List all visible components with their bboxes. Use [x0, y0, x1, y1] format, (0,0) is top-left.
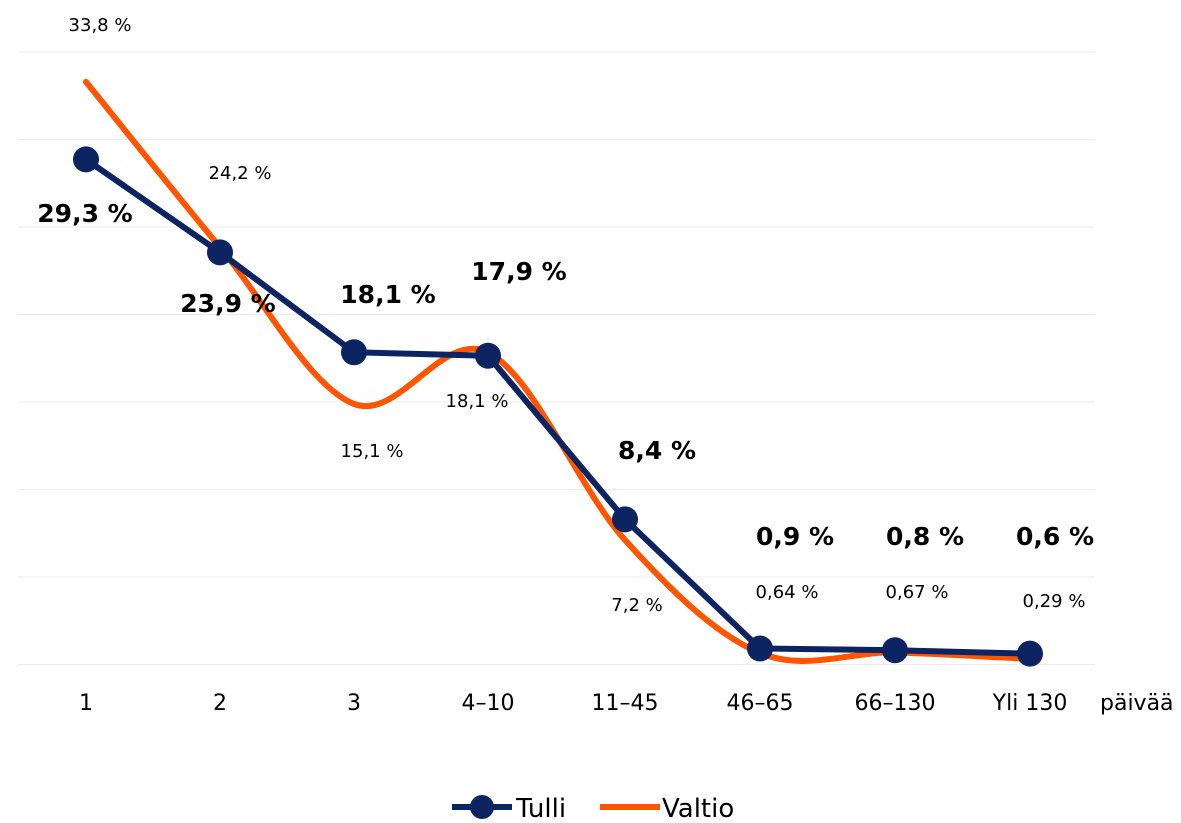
x-tick-label: 4–10: [462, 691, 515, 716]
x-axis: 1 2 3 4–10 11–45 46–65 66–130 Yli 130 päivää: [79, 691, 1174, 716]
valtio-data-label: 33,8 %: [69, 15, 132, 36]
valtio-data-label: 24,2 %: [209, 163, 272, 184]
tulli-data-label: 0,8 %: [886, 522, 964, 551]
legend-tulli-marker: [470, 795, 494, 819]
tulli-data-label: 23,9 %: [180, 289, 275, 318]
valtio-data-label: 0,29 %: [1023, 591, 1086, 612]
x-tick-label: 1: [79, 691, 93, 716]
tulli-point: [747, 635, 773, 662]
x-tick-label: Yli 130: [992, 691, 1068, 716]
legend: Tulli Valtio: [452, 794, 734, 823]
tulli-data-label: 0,6 %: [1016, 522, 1094, 551]
tulli-data-label: 18,1 %: [340, 280, 435, 309]
tulli-point: [882, 637, 908, 664]
valtio-data-label: 15,1 %: [341, 441, 404, 462]
x-tick-label: 3: [347, 691, 361, 716]
tulli-point: [612, 506, 638, 533]
valtio-data-label: 0,64 %: [756, 582, 819, 603]
tulli-point: [341, 339, 367, 366]
valtio-data-label: 7,2 %: [611, 595, 662, 616]
grid: [18, 51, 1095, 665]
legend-valtio-label: Valtio: [662, 794, 734, 823]
tulli-data-label: 17,9 %: [471, 257, 566, 286]
valtio-data-label: 18,1 %: [446, 391, 509, 412]
x-tick-label: 66–130: [855, 691, 936, 716]
x-tick-label: 46–65: [727, 691, 794, 716]
tulli-data-label: 0,9 %: [756, 522, 834, 551]
x-unit-label: päivää: [1100, 691, 1174, 716]
x-tick-label: 11–45: [592, 691, 659, 716]
tulli-point: [1017, 640, 1043, 667]
tulli-point: [73, 146, 99, 173]
tulli-data-label: 29,3 %: [37, 199, 132, 228]
x-tick-label: 2: [213, 691, 227, 716]
legend-tulli-label: Tulli: [515, 794, 566, 823]
series-tulli: [73, 146, 1043, 667]
tulli-point: [475, 342, 501, 369]
tulli-point: [207, 239, 233, 266]
tulli-data-label: 8,4 %: [618, 436, 696, 465]
data-labels: 29,3 % 23,9 % 18,1 % 17,9 % 8,4 % 0,9 % 0,8 % 0…: [37, 15, 1094, 616]
tulli-line: [84, 156, 1031, 657]
valtio-data-label: 0,67 %: [886, 582, 949, 603]
